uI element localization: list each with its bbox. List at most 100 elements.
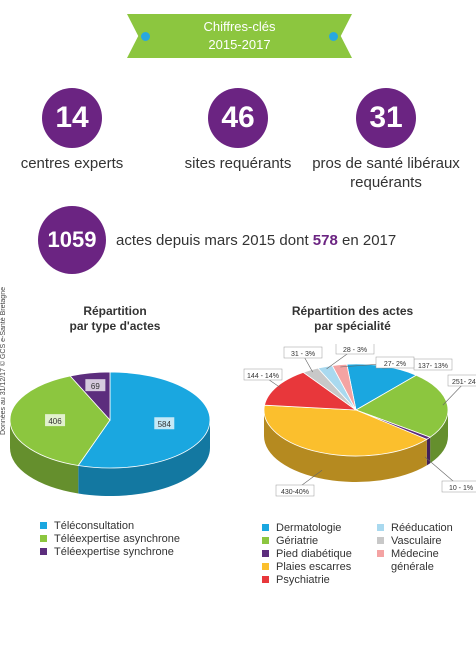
legend-item-geriatrie: Gériatrie [262, 535, 352, 548]
data-label-teleexpertise-sync: 69 [91, 382, 100, 391]
g-riatrie-slice [355, 374, 449, 438]
data-label-psychiatrie: 144 - 14% [247, 373, 279, 380]
data-label-bg [85, 379, 106, 392]
chart2-pie: 137- 13% 251- 24% 10 - 1% 430-40% 144 - 14% 3… [243, 344, 476, 497]
legend-swatch [262, 576, 269, 583]
acts-highlight: 578 [312, 232, 338, 249]
plaies-escarres-side [264, 410, 427, 482]
data-label-r-ducation: 28 - 3% [343, 347, 367, 354]
acts-sentence: actes depuis mars 2015 dont 578 en 2017 [116, 232, 396, 249]
legend-swatch [262, 524, 269, 531]
legend-label: Plaies escarres [276, 561, 352, 573]
data-label-box [447, 374, 476, 387]
header-banner: Chiffres-clés 2015-2017 [127, 14, 352, 58]
legend-swatch [40, 548, 47, 555]
chart2-slices [263, 363, 449, 482]
data-label-bg [45, 414, 66, 427]
data-label-box [375, 356, 415, 369]
data-label-bg [154, 417, 175, 430]
stat-circle-acts: 1059 [38, 206, 106, 274]
legend-swatch [40, 522, 47, 529]
data-label-pied-diab-tique: 10 - 1% [449, 485, 473, 492]
banner-years: 2015-2017 [208, 37, 271, 52]
legend-swatch [262, 550, 269, 557]
stat-circle-sites: 46 [208, 88, 268, 148]
legend-swatch [377, 550, 384, 557]
data-label-g-riatrie: 251- 24% [452, 379, 476, 386]
data-label-box [441, 480, 476, 493]
legend-label: Dermatologie [276, 522, 342, 534]
chart1-title-line1: Répartition [83, 304, 147, 318]
data-label-box [275, 484, 315, 497]
m-decine-g-n-rale-slice [331, 363, 357, 411]
stat-label-pros: pros de santé libéraux requérants [300, 154, 472, 192]
teleconsultation-slice [77, 371, 211, 469]
legend-swatch [377, 537, 384, 544]
data-label-box [283, 346, 323, 359]
legend-swatch [377, 524, 384, 531]
chart1-legend: Téléconsultation Téléexpertise asynchron… [40, 520, 180, 559]
stat-circle-pros: 31 [356, 88, 416, 148]
data-label-box [243, 368, 283, 381]
stat-label-pros-line2: requérants [350, 174, 422, 191]
legend-item-reeducation: Rééducation [377, 522, 453, 535]
legend-item-plaies: Plaies escarres [262, 561, 352, 574]
chart1-title: Répartition par type d'actes [40, 304, 190, 334]
g-riatrie-side [430, 410, 448, 464]
legend-label: Médecine [391, 548, 439, 560]
stat-label-pros-line1: pros de santé libéraux [312, 155, 460, 172]
chart2-legend-col2: Rééducation Vasculaire Médecine générale [377, 522, 453, 574]
legend-label: Psychiatrie [276, 574, 330, 586]
chart2-title: Répartition des actes par spécialité [265, 304, 440, 334]
legend-swatch [262, 563, 269, 570]
chart2-title-line2: par spécialité [314, 319, 391, 333]
legend-item-pied: Pied diabétique [262, 548, 352, 561]
legend-label: Gériatrie [276, 535, 319, 547]
data-label-teleexpertise-async: 406 [48, 417, 62, 426]
data-label-plaies-escarres: 430-40% [281, 489, 309, 496]
legend-item-dermatologie: Dermatologie [262, 522, 352, 535]
banner-dot-left [141, 32, 150, 41]
acts-text-after: en 2017 [342, 232, 397, 249]
data-label-box [335, 344, 375, 355]
legend-label: Téléconsultation [54, 520, 135, 532]
psychiatrie-slice [264, 371, 358, 411]
legend-label: générale [391, 561, 434, 573]
pied-diab-tique-side [426, 437, 431, 466]
chart1-pie: 584 406 69 [9, 371, 211, 496]
legend-label: Téléexpertise synchrone [54, 546, 174, 558]
legend-item-async: Téléexpertise asynchrone [40, 533, 180, 546]
stat-label-centres: centres experts [20, 155, 124, 172]
legend-item-medecine-cont: générale [377, 561, 453, 574]
data-label-dermatologie: 137- 13% [418, 363, 448, 370]
stat-circle-centres: 14 [42, 88, 102, 148]
banner-dot-right [329, 32, 338, 41]
data-label-teleconsultation: 584 [158, 420, 172, 429]
legend-item-teleconsultation: Téléconsultation [40, 520, 180, 533]
legend-label: Vasculaire [391, 535, 442, 547]
legend-item-medecine: Médecine [377, 548, 453, 561]
chart2-title-line1: Répartition des actes [291, 304, 414, 318]
legend-label: Téléexpertise asynchrone [54, 533, 180, 545]
legend-item-sync: Téléexpertise synchrone [40, 546, 180, 559]
legend-swatch [40, 535, 47, 542]
legend-swatch [262, 537, 269, 544]
teleconsultation-side [78, 420, 210, 496]
legend-label: Rééducation [391, 522, 453, 534]
legend-item-vasculaire: Vasculaire [377, 535, 453, 548]
chart2-legend-col1: Dermatologie Gériatrie Pied diabétique P… [262, 522, 352, 587]
teleexpertise-async-side [10, 420, 79, 494]
chart1-labels: 584 406 69 [45, 379, 175, 430]
data-label-vasculaire: 31 - 3% [291, 351, 315, 358]
chart2-labels: 137- 13% 251- 24% 10 - 1% 430-40% 144 - 14% 3… [243, 344, 476, 497]
banner-ribbon [127, 14, 352, 58]
data-label-m-decine-g-n-rale: 27- 2% [384, 361, 406, 368]
plaies-escarres-slice [263, 404, 428, 457]
banner-title: Chiffres-clés [203, 19, 276, 34]
acts-text-before: actes depuis mars 2015 dont [116, 232, 309, 249]
chart1-title-line2: par type d'actes [69, 319, 161, 333]
legend-swatch-blank [377, 563, 384, 570]
stat-label-sites: sites requérants [184, 155, 292, 172]
chart1-slices [9, 371, 211, 496]
legend-item-psychiatrie: Psychiatrie [262, 574, 352, 587]
